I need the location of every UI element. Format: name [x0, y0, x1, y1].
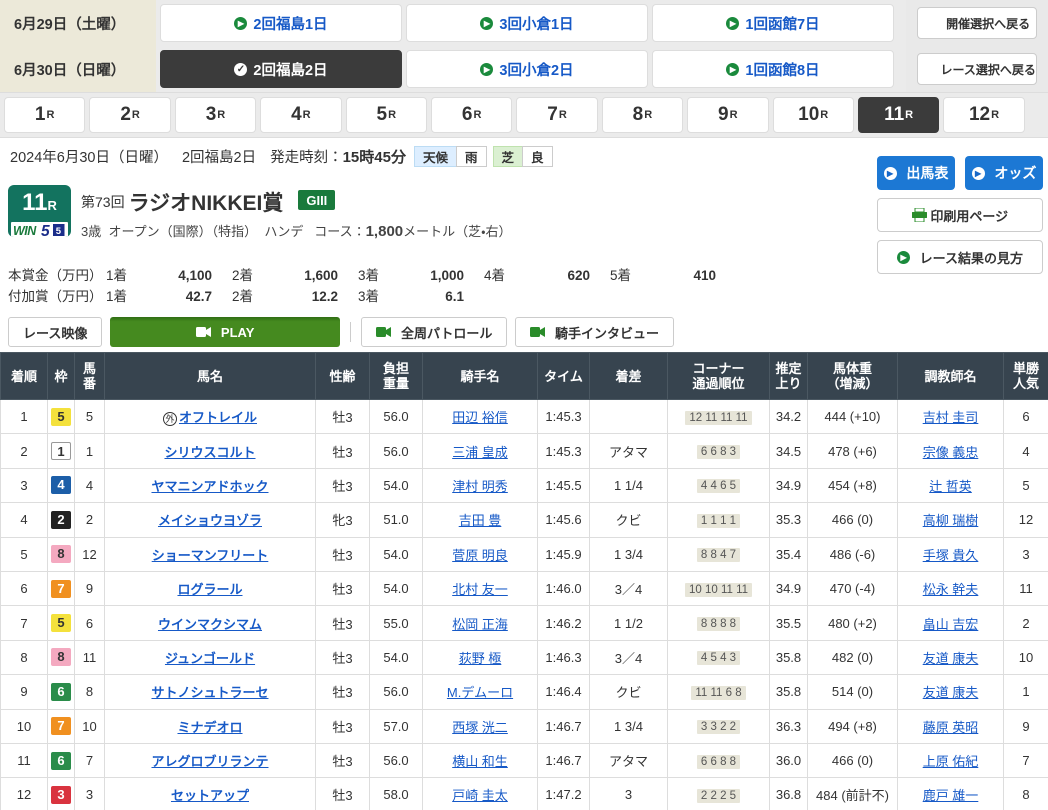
- svg-text:WIN: WIN: [14, 224, 37, 237]
- svg-text:5: 5: [55, 226, 61, 237]
- svg-text:5: 5: [41, 223, 50, 237]
